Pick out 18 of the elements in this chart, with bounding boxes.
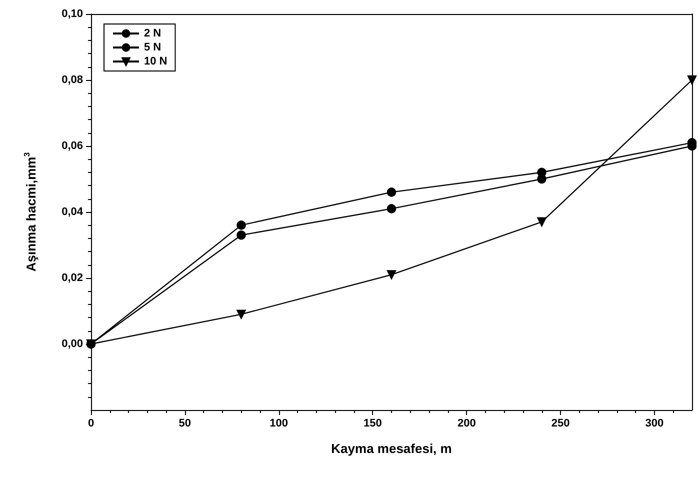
x-axis-title: Kayma mesafesi, m bbox=[331, 441, 452, 456]
y-axis-title: Aşınma hacmi,mm3 bbox=[22, 152, 38, 272]
legend-label: 5 N bbox=[144, 42, 162, 54]
y-tick-label: 0,06 bbox=[62, 140, 83, 152]
y-tick-label: 0,10 bbox=[62, 8, 83, 20]
y-tick-label: 0,08 bbox=[62, 74, 83, 86]
x-tick-label: 150 bbox=[364, 418, 382, 430]
x-tick-label: 50 bbox=[178, 418, 192, 430]
legend-label: 10 N bbox=[144, 56, 168, 68]
y-tick-label: 0,04 bbox=[62, 206, 84, 218]
x-tick-label: 200 bbox=[457, 418, 476, 430]
x-tick-label: 100 bbox=[270, 418, 288, 430]
x-tick-label: 0 bbox=[88, 418, 94, 430]
y-tick-label: 0,00 bbox=[62, 338, 83, 350]
x-tick-label: 300 bbox=[645, 418, 664, 430]
y-tick-label: 0,02 bbox=[62, 272, 83, 284]
x-tick-label: 250 bbox=[551, 418, 570, 430]
legend-label: 2 N bbox=[144, 28, 162, 40]
